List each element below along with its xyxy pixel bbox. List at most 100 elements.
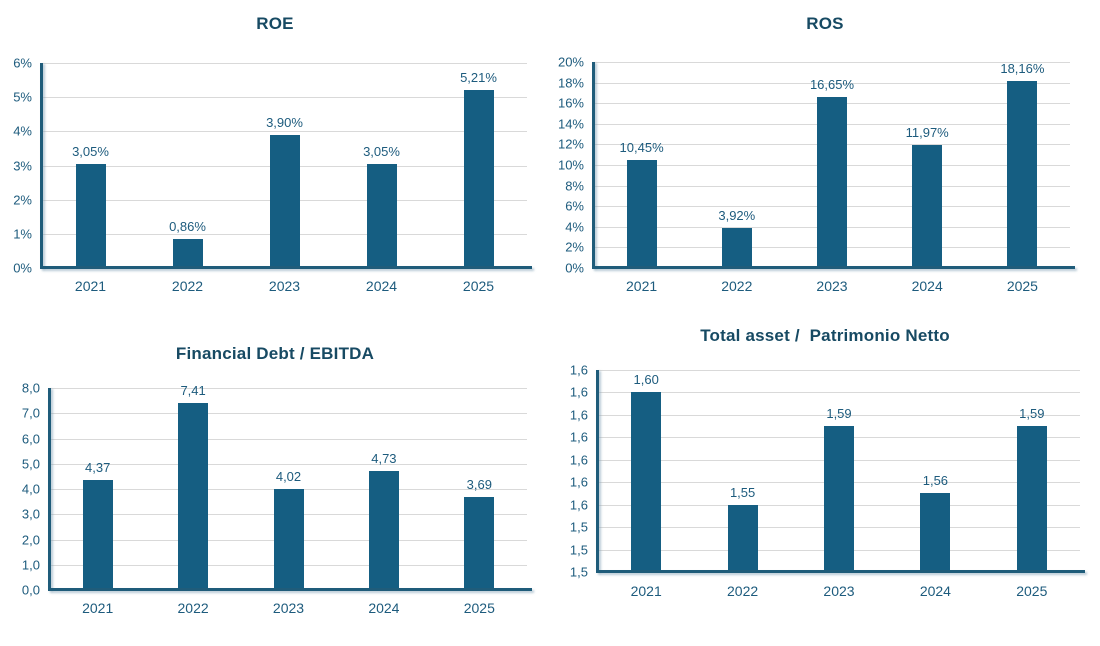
bar [463, 90, 494, 268]
bar [912, 144, 943, 268]
y-tick-label: 3% [13, 158, 32, 173]
y-tick-label: 2% [565, 239, 584, 255]
x-category-label: 2023 [823, 583, 855, 599]
gridline [42, 63, 527, 64]
gridline [598, 370, 1080, 371]
gridline [50, 438, 527, 440]
y-tick-label: 5% [13, 89, 32, 105]
bar [273, 488, 304, 590]
y-tick-label: 4% [13, 123, 32, 139]
y-tick-label: 1,6 [569, 407, 588, 423]
chart-panel-roe: ROE 6% 5% 4% 3% 2% 1% 0% 3,05% 2021 0,86% 2022 3,90… [0, 0, 550, 314]
bar-value-label: 7,41 [180, 382, 206, 398]
y-tick-label: 1,0 [21, 557, 40, 573]
bar [366, 163, 397, 268]
y-tick-label: 1,5 [569, 542, 588, 558]
y-axis-line [596, 370, 599, 572]
gridline [598, 392, 1080, 394]
bar-value-label: 1,59 [1019, 406, 1045, 422]
chart-title: ROE [256, 14, 294, 33]
x-axis-line [592, 266, 1075, 269]
bar-value-label: 3,05% [363, 143, 400, 159]
chart-panel-total-asset-patrimonio-netto: Total asset / Patrimonio Netto 1,6 1,6 1,6… [550, 318, 1100, 646]
y-tick-label: 1,6 [569, 429, 588, 445]
bar-value-label: 3,05% [72, 143, 109, 159]
y-tick-label: 1,6 [569, 384, 588, 400]
gridline [594, 62, 1070, 63]
bar-value-label: 5,21% [460, 70, 497, 85]
y-tick-label: 4% [565, 219, 584, 235]
y-axis-line [592, 62, 595, 268]
bar [1016, 426, 1047, 572]
bar [920, 493, 951, 572]
y-tick-label: 1,5 [569, 564, 588, 580]
bar-value-label: 4,02 [275, 468, 302, 484]
x-category-label: 2024 [911, 278, 943, 294]
y-tick-label: 4,0 [21, 481, 40, 497]
x-category-label: 2021 [626, 278, 658, 294]
bar [631, 392, 662, 572]
bar [721, 227, 752, 268]
y-tick-label: 6,0 [21, 431, 40, 446]
bar [269, 134, 300, 268]
bar [1007, 80, 1038, 268]
x-axis-line [40, 266, 532, 269]
y-tick-label: 5,0 [21, 456, 40, 472]
x-category-label: 2025 [463, 600, 495, 616]
y-tick-label: 10% [557, 157, 584, 173]
x-category-label: 2021 [630, 583, 662, 599]
y-tick-label: 8,0 [21, 380, 40, 396]
x-category-label: 2024 [368, 600, 400, 616]
y-tick-label: 1,6 [569, 474, 588, 490]
bar-value-label: 3,69 [466, 476, 492, 492]
y-tick-label: 14% [557, 116, 584, 132]
x-category-label: 2023 [268, 278, 301, 294]
gridline [594, 82, 1070, 84]
bar [82, 479, 113, 590]
bar [368, 470, 399, 590]
bar [824, 426, 854, 572]
bar-value-label: 16,65% [809, 76, 855, 92]
x-category-label: 2021 [82, 600, 114, 616]
gridline [42, 97, 527, 99]
x-category-label: 2024 [919, 583, 951, 599]
x-category-label: 2023 [272, 600, 305, 616]
x-category-label: 2021 [74, 278, 107, 294]
x-category-label: 2025 [462, 278, 495, 294]
x-category-label: 2022 [721, 278, 753, 294]
y-tick-label: 6% [13, 55, 32, 71]
y-tick-label: 1,6 [569, 497, 588, 513]
x-axis-line [48, 588, 532, 591]
gridline [50, 463, 527, 465]
bar-value-label: 3,90% [266, 114, 303, 130]
y-tick-label: 8% [565, 178, 584, 194]
bar [727, 504, 758, 572]
chart-title: ROS [806, 14, 844, 33]
y-tick-label: 20% [557, 54, 584, 70]
x-category-label: 2022 [727, 583, 759, 599]
y-tick-label: 1% [13, 226, 32, 242]
bar [172, 238, 203, 268]
y-tick-label: 7,0 [21, 405, 40, 421]
x-category-label: 2024 [365, 278, 398, 294]
y-tick-label: 0% [13, 260, 32, 276]
chart-panel-financial-debt-ebitda: Financial Debt / EBITDA 8,0 7,0 6,0 5,0 4,0 3… [0, 320, 550, 646]
plot-area: 20% 18% 16% 14% 12% 10% 8% 6% 4% 2% 0% 10,45% 2021 3,… [558, 55, 1075, 294]
y-tick-label: 1,5 [569, 519, 588, 535]
gridline [50, 413, 527, 415]
x-category-label: 2023 [816, 278, 848, 294]
bar [178, 402, 209, 590]
bar-value-label: 1,56 [922, 473, 949, 489]
bar-value-label: 4,37 [85, 459, 111, 475]
gridline [598, 414, 1080, 416]
chart-title: Total asset / Patrimonio Netto [700, 326, 950, 345]
bar-value-label: 1,60 [633, 372, 659, 388]
y-tick-label: 2,0 [21, 532, 40, 547]
chart-title: Financial Debt / EBITDA [175, 344, 375, 363]
gridline [50, 388, 527, 389]
x-category-label: 2022 [171, 278, 204, 294]
y-tick-label: 16% [557, 95, 584, 111]
plot-area: 6% 5% 4% 3% 2% 1% 0% 3,05% 2021 0,86% 2022 3,90% 202… [13, 56, 532, 294]
y-tick-label: 2% [13, 192, 32, 208]
